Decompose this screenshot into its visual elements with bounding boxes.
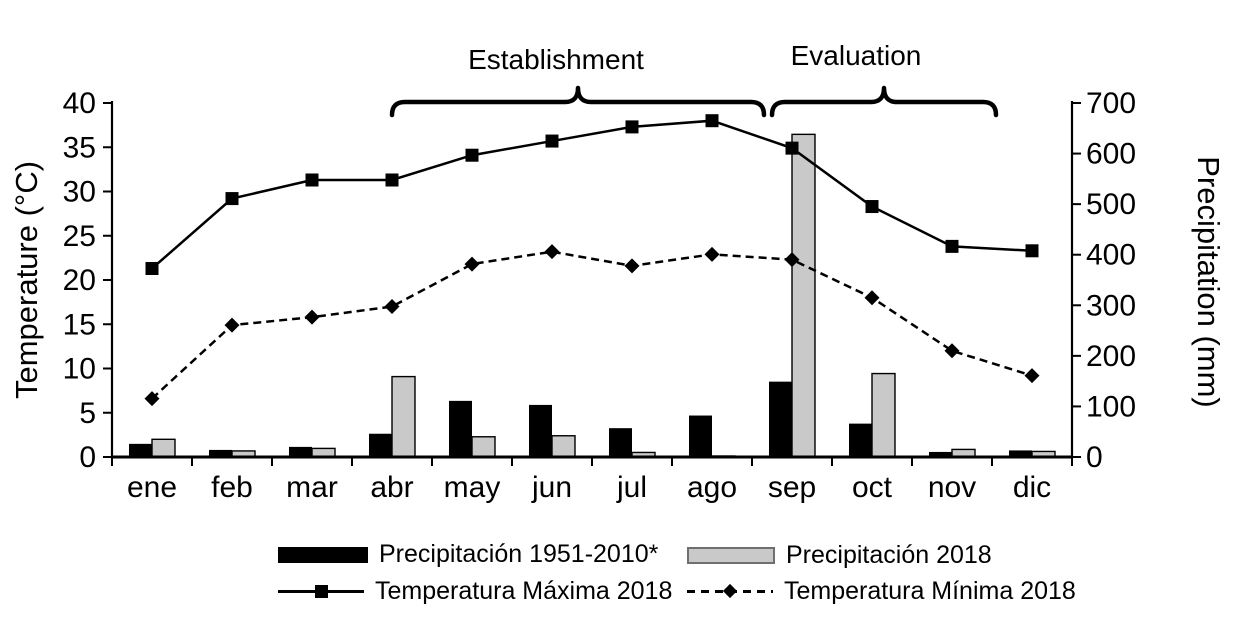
legend-label-temp-max: Temperatura Máxima 2018 <box>375 577 673 605</box>
month-label-jun: jun <box>531 471 572 504</box>
marker-temp-max-may <box>465 148 479 162</box>
legend-swatch-black-bar-icon <box>278 546 368 563</box>
phase-label-evaluation: Evaluation <box>790 40 922 71</box>
marker-temp-min-oct <box>864 290 880 306</box>
left-axis-tick-label: 0 <box>79 441 96 474</box>
bar-precip-normal-oct <box>849 423 872 457</box>
month-label-feb: feb <box>211 471 253 504</box>
right-axis-tick-label: 200 <box>1086 340 1136 373</box>
month-label-ene: ene <box>127 471 177 504</box>
marker-temp-max-jun <box>545 134 559 148</box>
marker-temp-min-dic <box>1024 368 1040 384</box>
month-label-oct: oct <box>852 471 893 504</box>
marker-temp-max-mar <box>305 173 319 187</box>
bar-precip-normal-ago <box>689 415 712 457</box>
bar-precip-normal-abr <box>369 433 392 457</box>
right-axis-tick-label: 600 <box>1086 138 1136 171</box>
brace-evaluation <box>769 85 999 118</box>
legend-item-precip-2018: Precipitación 2018 <box>687 541 992 570</box>
brace-establishment <box>389 85 767 118</box>
legend-item-temp-max: Temperatura Máxima 2018 <box>278 577 672 606</box>
marker-temp-min-feb <box>224 317 240 333</box>
right-axis-tick-label: 700 <box>1086 87 1136 120</box>
month-label-jul: jul <box>616 471 647 504</box>
bar-precip-normal-may <box>449 400 472 457</box>
marker-temp-max-ago <box>705 114 719 128</box>
month-label-dic: dic <box>1013 471 1051 504</box>
right-axis-tick-label: 500 <box>1086 188 1136 221</box>
bar-precip-normal-ene <box>129 443 152 457</box>
left-axis-tick-label: 10 <box>63 353 96 386</box>
bar-precip-2018-oct <box>871 372 896 458</box>
month-label-may: may <box>444 471 501 504</box>
bar-precip-normal-feb <box>209 449 232 457</box>
marker-temp-max-oct <box>865 200 879 214</box>
right-axis-tick-label: 400 <box>1086 239 1136 272</box>
bar-precip-normal-jun <box>529 404 552 457</box>
bar-precip-normal-jul <box>609 428 632 457</box>
bar-precip-2018-may <box>471 436 496 458</box>
marker-temp-min-may <box>464 256 480 272</box>
legend-swatch-dashed-line-diamond-icon <box>687 583 773 599</box>
right-axis-tick-label: 300 <box>1086 289 1136 322</box>
left-axis-tick-label: 30 <box>63 176 96 209</box>
line-temp-min <box>151 250 1033 400</box>
marker-temp-min-jul <box>624 258 640 274</box>
legend-item-temp-min: Temperatura Mínima 2018 <box>687 577 1076 606</box>
left-axis-tick-label: 20 <box>63 264 96 297</box>
left-axis-tick-label: 25 <box>63 220 96 253</box>
legend-swatch-gray-bar-icon <box>687 547 775 564</box>
bar-precip-2018-ene <box>151 438 176 458</box>
legend-label-temp-min: Temperatura Mínima 2018 <box>784 577 1076 605</box>
marker-temp-min-abr <box>384 299 400 315</box>
marker-temp-max-dic <box>1025 244 1039 258</box>
line-temp-max <box>151 119 1033 270</box>
left-axis-tick-label: 15 <box>63 308 96 341</box>
legend-swatch-solid-line-square-icon <box>278 585 364 598</box>
bar-precip-normal-dic <box>1009 450 1032 457</box>
bar-precip-normal-sep <box>769 381 792 457</box>
marker-temp-max-jul <box>625 120 639 134</box>
bar-precip-2018-sep <box>791 133 816 458</box>
left-axis-tick-label: 40 <box>63 87 96 120</box>
month-label-mar: mar <box>286 471 338 504</box>
marker-temp-min-nov <box>944 343 960 359</box>
month-label-abr: abr <box>370 471 413 504</box>
right-axis-tick-label: 100 <box>1086 390 1136 423</box>
month-label-sep: sep <box>768 471 816 504</box>
marker-temp-min-ago <box>704 246 720 262</box>
legend-label-precip-2018: Precipitación 2018 <box>786 541 992 569</box>
legend-item-precip-normal: Precipitación 1951-2010* <box>278 540 658 569</box>
bar-precip-2018-jun <box>551 435 576 458</box>
right-axis-tick-label: 0 <box>1086 441 1103 474</box>
month-label-ago: ago <box>687 471 737 504</box>
marker-temp-max-feb <box>225 192 239 206</box>
month-label-nov: nov <box>928 471 976 504</box>
left-axis-tick-label: 5 <box>79 397 96 430</box>
bar-precip-normal-mar <box>289 446 312 457</box>
marker-temp-max-sep <box>785 141 799 155</box>
marker-temp-min-mar <box>304 309 320 325</box>
marker-temp-max-nov <box>945 239 959 253</box>
marker-temp-min-jun <box>544 244 560 260</box>
phase-label-establishment: Establishment <box>468 44 644 75</box>
legend-label-precip-normal: Precipitación 1951-2010* <box>379 540 659 568</box>
bar-precip-normal-nov <box>929 451 952 457</box>
marker-temp-max-abr <box>385 173 399 187</box>
bar-precip-2018-abr <box>391 375 416 458</box>
marker-temp-max-ene <box>145 261 159 275</box>
left-axis-tick-label: 35 <box>63 131 96 164</box>
